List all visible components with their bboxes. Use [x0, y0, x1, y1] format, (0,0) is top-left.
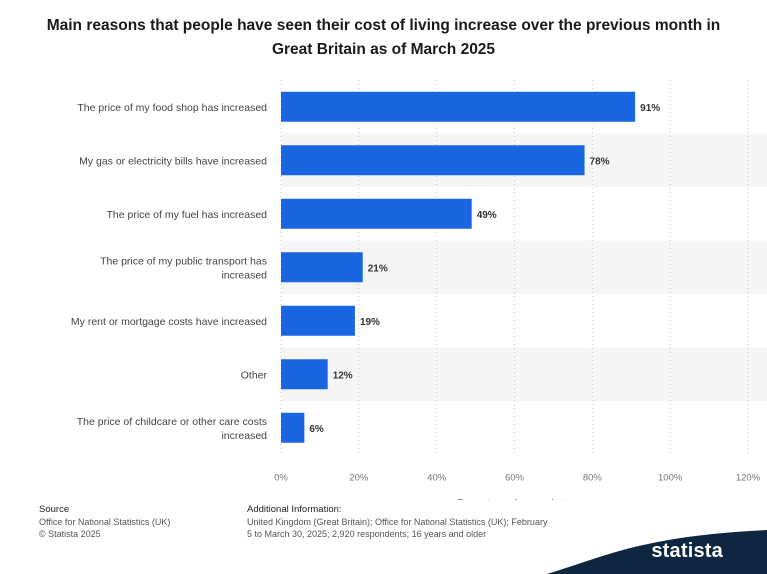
category-label: The price of my public transport has incr…	[100, 255, 267, 281]
x-tick-label: 20%	[349, 473, 369, 484]
source-heading: Source	[39, 504, 70, 515]
data-label: 91%	[640, 103, 660, 114]
category-label: The price of my fuel has increased	[107, 209, 268, 221]
x-tick-label: 40%	[427, 473, 447, 484]
chart-title: Main reasons that people have seen their…	[46, 17, 721, 58]
additional-info-line: United Kingdom (Great Britain); Office f…	[247, 517, 548, 527]
data-label: 49%	[477, 210, 497, 221]
copyright-line: © Statista 2025	[39, 529, 101, 539]
source-block: Source Office for National Statistics (U…	[39, 504, 229, 540]
bar	[281, 359, 328, 390]
additional-info-block: Additional Information: United Kingdom (…	[247, 504, 567, 540]
data-label: 21%	[368, 263, 388, 274]
category-label: The price of my food shop has increased	[77, 102, 267, 114]
category-label: Other	[241, 369, 268, 381]
statista-logo-text: statista	[651, 540, 723, 562]
x-axis-label: Percentage of respondents	[457, 498, 571, 501]
data-label: 12%	[333, 370, 353, 381]
x-tick-label: 100%	[658, 473, 683, 484]
data-label: 6%	[309, 424, 324, 435]
additional-info-line: 5 to March 30, 2025; 2,920 respondents; …	[247, 529, 487, 539]
category-label: My rent or mortgage costs have increased	[71, 316, 267, 328]
row-band	[281, 347, 767, 401]
category-label: My gas or electricity bills have increas…	[79, 155, 267, 167]
data-label: 19%	[360, 317, 380, 328]
brand-swoosh	[547, 530, 767, 574]
additional-info-heading: Additional Information:	[247, 504, 342, 515]
data-label: 78%	[590, 156, 610, 167]
bar-chart: 0% 20% 40% 60% 80% 100% 120% Percentage of resp…	[70, 80, 767, 501]
bar	[281, 91, 636, 122]
bar	[281, 198, 472, 229]
x-tick-label: 60%	[505, 473, 525, 484]
bar	[281, 145, 585, 176]
bar	[281, 305, 355, 336]
statista-brand[interactable]: statista	[547, 530, 767, 574]
category-label: The price of childcare or other care cos…	[77, 416, 267, 442]
statista-logo-icon	[548, 531, 568, 547]
bar	[281, 412, 305, 443]
x-tick-label: 120%	[736, 473, 761, 484]
source-line: Office for National Statistics (UK)	[39, 517, 171, 527]
x-tick-label: 80%	[583, 473, 603, 484]
x-tick-label: 0%	[274, 473, 288, 484]
bar	[281, 252, 363, 283]
